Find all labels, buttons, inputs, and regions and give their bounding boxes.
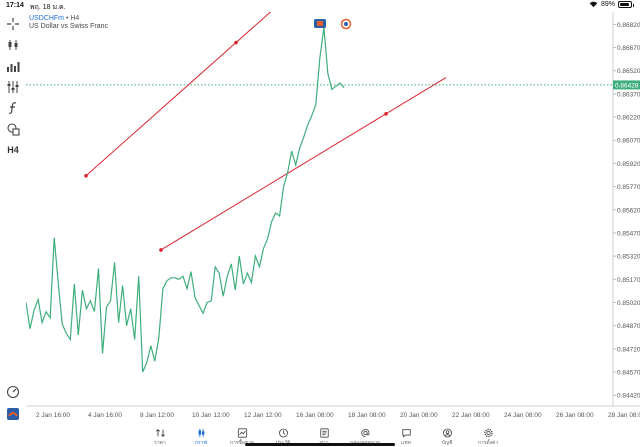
status-time: 17:14: [6, 2, 24, 9]
tab-settings[interactable]: การตั้งค่า: [468, 427, 509, 447]
time-tick-label: 28 Jan 08:00: [608, 412, 640, 419]
left-toolbar: H4: [0, 12, 26, 427]
price-chart[interactable]: 0.86820 0.86670 0.86520 0.86370 0.86220 0.860…: [26, 12, 640, 427]
trend-line-anchor: [384, 112, 388, 116]
news-icon: [319, 428, 329, 438]
trade-chart-icon: [237, 428, 247, 438]
price-series: [26, 27, 345, 373]
price-tick-label: 0.85620: [617, 207, 640, 214]
price-tick-label: 0.85170: [617, 277, 640, 284]
trend-line-anchor: [84, 173, 88, 178]
settings-icon: [483, 428, 493, 438]
sort-arrows-icon: [155, 429, 165, 437]
trend-line[interactable]: [160, 77, 447, 251]
battery-percent: 89%: [600, 1, 615, 8]
tab-trade-chart[interactable]: การซื้อขาย: [222, 427, 263, 447]
time-tick-label: 12 Jan 12:00: [244, 412, 282, 419]
price-tick-label: 0.84420: [617, 393, 640, 400]
trend-line[interactable]: [85, 12, 446, 177]
tab-label: ราคา: [154, 440, 166, 446]
price-tick-label: 0.86520: [617, 68, 640, 75]
tab-label: บัญชี: [441, 440, 453, 446]
tab-label: กราฟ: [194, 440, 208, 446]
time-tick-label: 2 Jan 16:00: [36, 412, 70, 419]
tab-account[interactable]: บัญชี: [427, 427, 468, 447]
trade-buttons[interactable]: [314, 18, 352, 30]
broker-logo-icon[interactable]: [4, 406, 22, 422]
candlestick-icon: [198, 428, 204, 438]
current-price-text: 0.86428: [615, 82, 639, 89]
trend-lines[interactable]: [84, 12, 447, 252]
price-line: [26, 27, 345, 373]
candlestick-icon[interactable]: [4, 37, 22, 53]
status-date: พฤ. 18 ม.ค.: [30, 4, 66, 11]
price-tick-label: 0.86220: [617, 115, 640, 122]
shapes-icon[interactable]: [4, 121, 22, 137]
price-tick-label: 0.86070: [617, 138, 640, 145]
price-axis: 0.86820 0.86670 0.86520 0.86370 0.86220 0.860…: [613, 22, 640, 400]
history-icon: [278, 428, 288, 438]
current-price-badge: [613, 80, 640, 90]
mailbox-icon: [360, 429, 369, 438]
wifi-icon: [589, 1, 598, 8]
trend-line-anchor: [159, 248, 163, 252]
battery-fill: [620, 3, 629, 6]
time-tick-label: 10 Jan 12:00: [192, 412, 230, 419]
tab-label: การตั้งค่า: [477, 440, 499, 446]
symbol-timeframe: • H4: [65, 15, 80, 22]
time-axis: 2 Jan 16:00 4 Jan 16:00 8 Jan 12:00 10 Jan …: [36, 412, 640, 419]
chat-icon: [401, 429, 411, 438]
symbol-name[interactable]: USDCHFm: [29, 15, 64, 22]
tab-label: แชท: [401, 440, 411, 446]
sell-marker-icon[interactable]: [314, 19, 326, 28]
buy-marker-icon[interactable]: [340, 18, 352, 30]
status-bar: 17:14 พฤ. 18 ม.ค. 89%: [0, 0, 640, 12]
function-icon[interactable]: [4, 100, 22, 116]
price-tick-label: 0.85470: [617, 230, 640, 237]
bar-chart-icon[interactable]: [4, 58, 22, 74]
price-tick-label: 0.84570: [617, 370, 640, 377]
tab-chat[interactable]: แชท: [386, 427, 427, 447]
crosshair-icon[interactable]: [4, 16, 22, 32]
time-tick-label: 8 Jan 12:00: [140, 412, 174, 419]
symbol-description: US Dollar vs Swiss Franc: [29, 23, 108, 30]
price-tick-label: 0.86820: [617, 22, 640, 29]
time-tick-label: 20 Jan 08:00: [400, 412, 438, 419]
price-tick-label: 0.84870: [617, 323, 640, 330]
time-tick-label: 22 Jan 08:00: [452, 412, 490, 419]
battery-icon: [618, 1, 634, 8]
price-tick-label: 0.84720: [617, 346, 640, 353]
symbol-title[interactable]: USDCHFm • H4: [29, 15, 79, 22]
tab-label: การซื้อขาย: [229, 440, 255, 446]
speedometer-icon[interactable]: [4, 384, 22, 400]
time-tick-label: 4 Jan 16:00: [88, 412, 122, 419]
tab-candlestick[interactable]: กราฟ: [181, 427, 222, 447]
price-tick-label: 0.86370: [617, 91, 640, 98]
price-tick-label: 0.85920: [617, 161, 640, 168]
price-tick-label: 0.85020: [617, 300, 640, 307]
status-indicators: 89%: [589, 1, 634, 8]
price-tick-label: 0.86670: [617, 45, 640, 52]
current-price-label: 0.86428: [613, 80, 640, 90]
time-tick-label: 18 Jan 08:00: [348, 412, 386, 419]
chart-area[interactable]: 0.86820 0.86670 0.86520 0.86370 0.86220 0.860…: [26, 12, 640, 427]
account-icon: [442, 428, 452, 438]
time-tick-label: 24 Jan 08:00: [504, 412, 542, 419]
price-tick-label: 0.85770: [617, 184, 640, 191]
price-tick-label: 0.85320: [617, 254, 640, 261]
timeframe-h4[interactable]: H4: [7, 145, 19, 155]
home-indicator: [245, 443, 395, 446]
tab-sort-arrows[interactable]: ราคา: [140, 427, 181, 447]
time-tick-label: 16 Jan 08:00: [296, 412, 334, 419]
trend-line-anchor: [234, 40, 238, 45]
time-tick-label: 26 Jan 08:00: [556, 412, 594, 419]
indicators-icon[interactable]: [4, 79, 22, 95]
